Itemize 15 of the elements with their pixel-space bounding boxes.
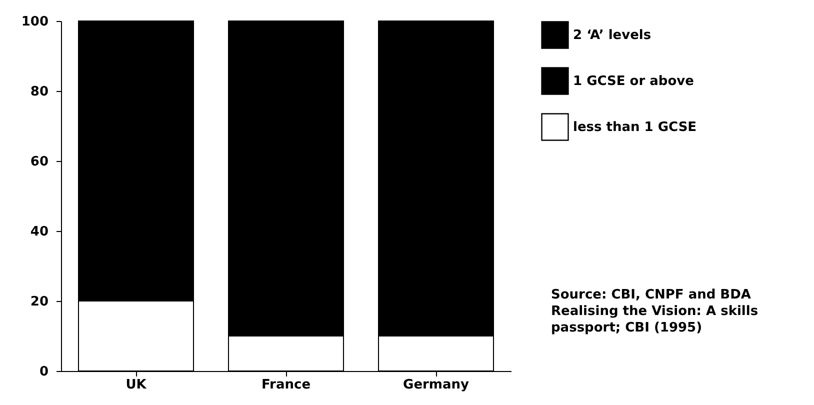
- y-tick-label: 40: [30, 224, 48, 240]
- x-tick-label: Germany: [403, 378, 470, 392]
- y-tick-label: 60: [30, 154, 48, 170]
- y-tick-label: 80: [30, 84, 48, 100]
- y-tick-label: 100: [21, 14, 48, 30]
- x-tick-label: France: [261, 378, 311, 392]
- y-tick-label: 0: [39, 364, 48, 380]
- legend-label: 1 GCSE or above: [573, 74, 694, 89]
- legend-label: 2 ‘A’ levels: [573, 28, 652, 43]
- source-note: Source: CBI, CNPF and BDA: [551, 287, 751, 302]
- text: Realising the Vision: A skills: [551, 304, 758, 319]
- x-tick-label: UK: [126, 378, 148, 392]
- legend-label: less than 1 GCSE: [573, 120, 697, 135]
- y-tick-label: 20: [30, 294, 48, 310]
- text: passport; CBI (1995): [551, 320, 702, 336]
